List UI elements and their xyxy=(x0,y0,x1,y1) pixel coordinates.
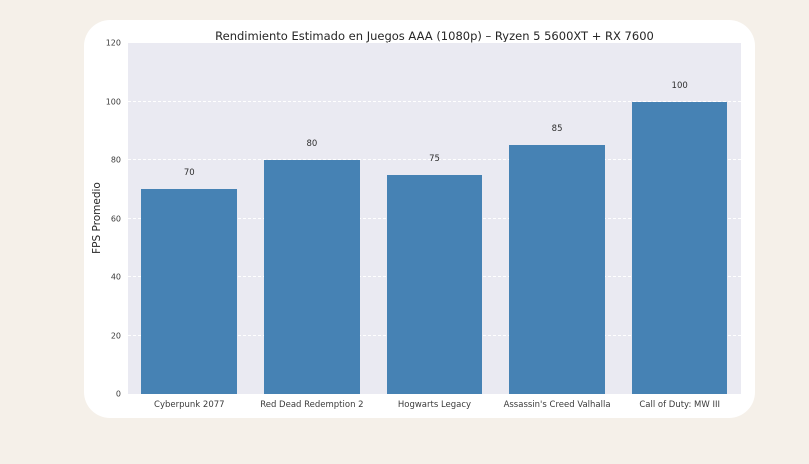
bar-value-label: 80 xyxy=(306,139,318,149)
y-axis-ticks: 0 20 40 60 80 100 120 xyxy=(84,39,121,399)
gridline xyxy=(128,159,741,160)
bar-slot-hogwarts-legacy: 75 xyxy=(373,43,496,394)
y-tick-label: 60 xyxy=(110,214,121,223)
bar-value-label: 100 xyxy=(671,80,688,91)
y-tick-label: 80 xyxy=(110,155,121,165)
gridline xyxy=(128,42,741,43)
bar-value-label: 70 xyxy=(183,168,195,179)
bar-slot-assassin-s-creed-valhalla: 85 xyxy=(496,43,619,394)
bar-slot-cyberpunk-2077: 70 xyxy=(128,43,251,394)
bar-cyberpunk-2077 xyxy=(141,189,238,394)
x-tick-label-assassin-s-creed-valhalla: Assassin's Creed Valhalla xyxy=(503,400,611,410)
x-axis-labels: Cyberpunk 2077 Red Dead Redemption 2 Hogwa… xyxy=(128,400,741,410)
bar-slot-red-dead-redemption-2: 80 xyxy=(251,43,374,394)
bar-value-label: 75 xyxy=(429,153,440,164)
y-tick-label: 0 xyxy=(115,389,121,399)
x-tick-label-call-of-duty-mw-iii: Call of Duty: MW III xyxy=(639,400,720,410)
x-tick-label-hogwarts-legacy: Hogwarts Legacy xyxy=(397,400,472,410)
bar-hogwarts-legacy xyxy=(386,174,483,394)
bar-red-dead-redemption-2 xyxy=(264,160,360,394)
chart-title: Rendimiento Estimado en Juegos AAA (1080… xyxy=(215,29,654,43)
y-tick-label: 20 xyxy=(110,331,121,340)
plot-area: 70 80 75 85 100 xyxy=(128,42,741,394)
y-tick-label: 100 xyxy=(105,97,121,106)
gridline xyxy=(128,100,741,102)
x-tick-label-cyberpunk-2077: Cyberpunk 2077 xyxy=(154,400,225,410)
y-tick-label: 40 xyxy=(110,272,121,282)
bars-container: 70 80 75 85 100 xyxy=(128,43,741,394)
x-tick-label-red-dead-redemption-2: Red Dead Redemption 2 xyxy=(260,400,364,410)
chart-card: Rendimiento Estimado en Juegos AAA (1080… xyxy=(84,20,755,418)
bar-value-label: 85 xyxy=(551,124,563,135)
bar-assassin-s-creed-valhalla xyxy=(509,145,605,394)
y-tick-label: 120 xyxy=(105,38,121,48)
bar-call-of-duty-mw-iii xyxy=(631,101,728,394)
bar-slot-call-of-duty-mw-iii: 100 xyxy=(618,43,741,394)
